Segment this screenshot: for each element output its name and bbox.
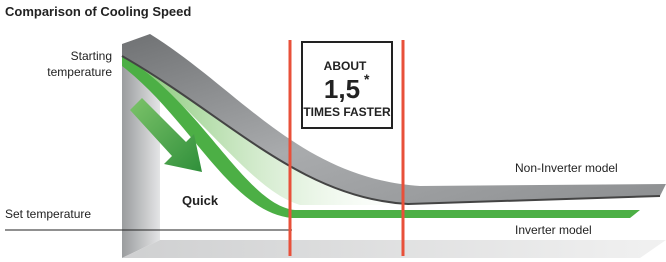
- title: Comparison of Cooling Speed: [5, 4, 191, 19]
- non-inverter-label: Non-Inverter model: [515, 161, 618, 175]
- starting-label: Starting: [71, 49, 112, 63]
- starting-label: temperature: [47, 65, 112, 79]
- callout-top: ABOUT: [324, 59, 367, 73]
- inverter-label: Inverter model: [515, 223, 592, 237]
- callout-mark: *: [364, 71, 370, 87]
- diagram: ABOUT 1,5 * TIMES FASTER Comparison of C…: [0, 0, 666, 262]
- set-label: Set temperature: [5, 207, 91, 221]
- callout-number: 1,5: [324, 74, 360, 104]
- floor: [122, 240, 666, 258]
- callout-bottom: TIMES FASTER: [303, 105, 391, 119]
- quick-label: Quick: [182, 193, 219, 208]
